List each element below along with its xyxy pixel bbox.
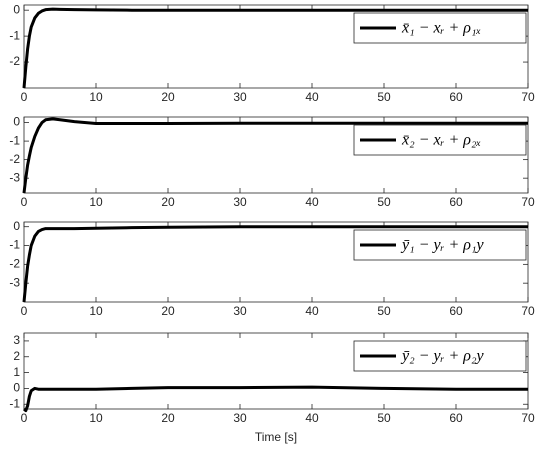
y-tick-label: 2	[13, 349, 20, 363]
y-tick-label: -1	[9, 28, 20, 42]
x-tick-label: 50	[377, 304, 391, 318]
y-tick-label: 3	[13, 333, 20, 347]
y-tick-label: -2	[9, 257, 20, 271]
x-tick-label: 40	[305, 411, 319, 425]
y-tick-label: -2	[9, 54, 20, 68]
data-line	[22, 225, 528, 303]
y-tick-label: 0	[13, 115, 20, 129]
x-tick-label: 70	[521, 304, 535, 318]
x-tick-label: 70	[521, 90, 535, 104]
x-tick-label: 40	[305, 304, 319, 318]
x-tick-label: 10	[89, 304, 103, 318]
x-tick-label: 30	[233, 195, 247, 209]
x-tick-label: 10	[89, 411, 103, 425]
x-tick-label: 60	[449, 304, 463, 318]
x-tick-label: 40	[305, 195, 319, 209]
data-line	[22, 7, 528, 89]
legend-label: ȳ₁ − yᵣ + ρ₁y	[400, 237, 485, 254]
y-tick-label: -3	[9, 275, 20, 289]
y-tick-label: 0	[13, 219, 20, 233]
x-tick-label: 60	[449, 90, 463, 104]
x-tick-label: 20	[161, 195, 175, 209]
legend-label: ȳ₂ − yᵣ + ρ₂y	[400, 348, 485, 365]
x-tick-label: 30	[233, 411, 247, 425]
y-tick-label: 0	[13, 381, 20, 395]
x-tick-label: 30	[233, 304, 247, 318]
data-line	[22, 117, 528, 194]
x-tick-label: 30	[233, 90, 247, 104]
y-tick-label: -3	[9, 170, 20, 184]
y-tick-label: 1	[13, 365, 20, 379]
legend-label: x̄₁ − xᵣ + ρ₁ₓ	[401, 20, 481, 37]
x-tick-label: 60	[449, 195, 463, 209]
x-tick-label: 10	[89, 195, 103, 209]
y-tick-label: -2	[9, 152, 20, 166]
legend-label: x̄₂ − xᵣ + ρ₂ₓ	[401, 132, 481, 149]
x-tick-label: 10	[89, 90, 103, 104]
x-tick-label: 20	[161, 304, 175, 318]
x-tick-label: 50	[377, 90, 391, 104]
x-tick-label: 70	[521, 195, 535, 209]
legend-box	[353, 12, 527, 44]
x-tick-label: 0	[21, 90, 28, 104]
y-tick-label: -1	[9, 133, 20, 147]
y-tick-label: -1	[9, 238, 20, 252]
y-tick-label: 0	[13, 2, 20, 16]
x-tick-label: 70	[521, 411, 535, 425]
y-tick-label: -1	[9, 396, 20, 410]
data-line	[23, 385, 528, 413]
x-tick-label: 20	[161, 411, 175, 425]
x-tick-label: 0	[21, 411, 28, 425]
x-tick-label: 50	[377, 411, 391, 425]
x-axis-label: Time [s]	[255, 430, 297, 444]
x-tick-label: 0	[21, 195, 28, 209]
x-tick-label: 50	[377, 195, 391, 209]
x-tick-label: 60	[449, 411, 463, 425]
x-tick-label: 40	[305, 90, 319, 104]
x-tick-label: 0	[21, 304, 28, 318]
x-tick-label: 20	[161, 90, 175, 104]
